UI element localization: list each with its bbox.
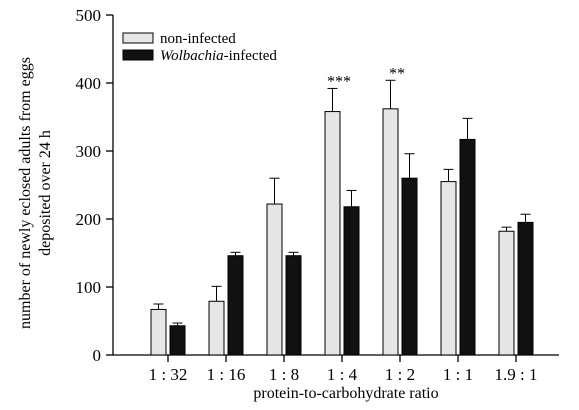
significance-label: *** xyxy=(327,73,351,90)
y-tick-label: 200 xyxy=(76,210,102,229)
significance-label: ** xyxy=(389,65,405,82)
bar-non-infected xyxy=(324,111,341,356)
bar-non-infected xyxy=(266,203,283,356)
legend-swatch xyxy=(122,49,154,61)
bar-non-infected xyxy=(440,181,457,356)
legend-label-italic: Wolbachia xyxy=(160,48,224,64)
y-tick-label: 500 xyxy=(76,6,102,25)
legend-label-rest: -infected xyxy=(224,48,278,64)
y-axis-title-line: deposited over 24 h xyxy=(37,130,54,256)
y-tick-label: 300 xyxy=(76,142,102,161)
legend-label: non-infected xyxy=(160,31,236,47)
bar-non-infected xyxy=(498,230,515,356)
bar-wolbachia-infected xyxy=(169,325,186,356)
axes xyxy=(106,14,559,362)
x-tick-label: 1 : 2 xyxy=(385,365,415,384)
bar-non-infected xyxy=(208,300,225,356)
bar-non-infected xyxy=(382,108,399,356)
x-tick-label: 1 : 1 xyxy=(443,365,473,384)
x-tick-label: 1.9 : 1 xyxy=(495,365,538,384)
legend-swatch xyxy=(122,32,154,44)
bar-wolbachia-infected xyxy=(285,255,302,356)
y-tick-label: 100 xyxy=(76,278,102,297)
x-tick-label: 1 : 8 xyxy=(269,365,299,384)
y-tick-label: 400 xyxy=(76,74,102,93)
bars xyxy=(150,79,534,356)
y-tick-label: 0 xyxy=(93,346,102,365)
bar-wolbachia-infected xyxy=(517,221,534,356)
bar-wolbachia-infected xyxy=(459,138,476,356)
bar-wolbachia-infected xyxy=(401,177,418,356)
bar-wolbachia-infected xyxy=(227,255,244,356)
bar-wolbachia-infected xyxy=(343,206,360,356)
labels: 0 100 200 300 400 500 1 : 32 1 : 16 1 : 8 1 : 4 1 … xyxy=(17,6,537,402)
bar-non-infected xyxy=(150,308,167,356)
x-tick-label: 1 : 32 xyxy=(149,365,188,384)
x-tick-label: 1 : 16 xyxy=(207,365,246,384)
legend-label: Wolbachia-infected xyxy=(160,48,277,64)
x-axis-title: protein-to-carbohydrate ratio xyxy=(253,385,438,402)
y-axis-title-line: number of newly eclosed adults from eggs xyxy=(17,57,34,329)
x-tick-label: 1 : 4 xyxy=(327,365,358,384)
